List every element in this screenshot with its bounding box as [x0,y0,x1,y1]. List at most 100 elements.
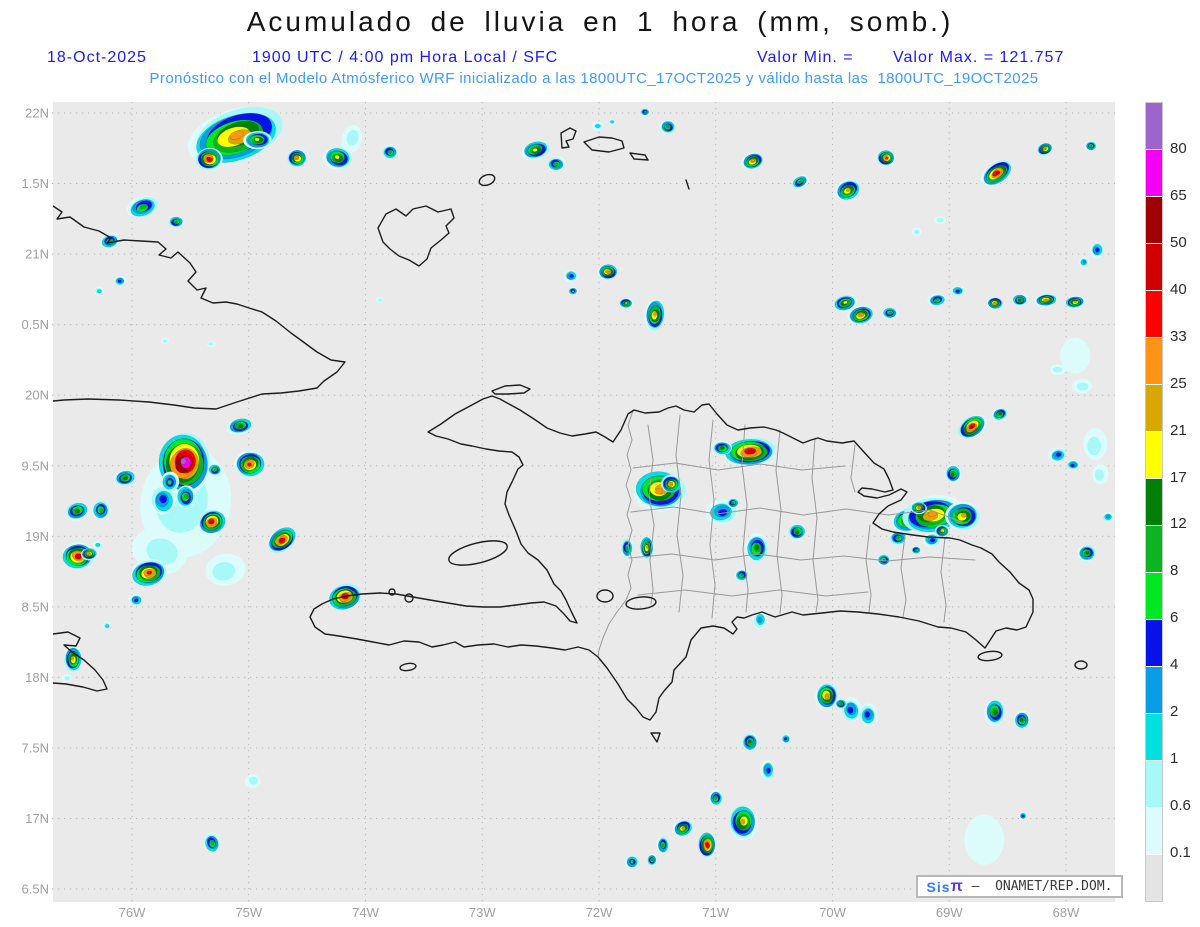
colorbar-tick-label: 6 [1170,609,1179,627]
rain-cell [847,305,874,325]
rain-contour [681,826,686,830]
rain-contour [754,544,760,551]
rain-contour [569,274,574,278]
rain-cell [234,450,265,477]
valid-time: 1900 UTC / 4:00 pm Hora Local / SFC [252,49,559,66]
rain-cell [1102,511,1115,522]
lat-tick-label: 7.5N [22,740,49,755]
rain-cell [597,264,618,281]
rain-cell [792,175,810,189]
rain-contour [654,488,663,495]
province-line [675,414,684,613]
rain-contour [210,840,215,846]
colorbar-tick-label: 1 [1170,750,1179,768]
rain-contour [846,188,851,193]
rain-contour [751,159,755,163]
rain-cell [61,674,72,683]
province-line [900,534,907,618]
rain-contour [859,312,864,317]
rain-cell [267,527,297,554]
rain-cell [375,296,384,303]
rain-cell [161,471,180,492]
colorbar-segment [1146,432,1162,479]
lon-tick-label: 72W [586,905,613,920]
rain-contour [960,512,967,518]
cayemites-island [388,588,396,596]
rain-cell [1065,295,1086,308]
rain-cell [1018,812,1027,821]
rain-cell [1079,256,1090,267]
rain-contour [740,573,745,577]
rain-cell [621,538,634,559]
rain-contour [993,710,998,716]
rain-contour [1094,469,1105,481]
rain-cell [197,509,226,535]
rain-cell [323,147,352,170]
rain-contour [139,204,147,210]
rain-contour [146,570,152,575]
rain-contour [209,520,214,525]
rain-cell [815,683,838,710]
rain-contour [740,818,746,825]
province-line [940,537,947,623]
lat-tick-label: 0.5N [22,317,49,332]
rain-cell [1071,378,1092,393]
rain-cell [1089,242,1104,259]
rain-contour [705,842,708,847]
rain-contour [173,220,178,224]
rain-cell [876,554,891,567]
rain-contour [162,339,168,343]
rain-cell [712,440,733,455]
rain-contour [913,229,920,235]
axis-labels-layer: 22N 1.5N 21N 0.5N 20N 9.5N 19N 8.5N 18N 7.5N 17N 6.… [22,106,1081,921]
colorbar-segment [1146,150,1162,197]
rain-contour [334,154,340,160]
colorbar-tick-label: 8 [1170,562,1179,580]
colorbar-tick-label: 80 [1170,139,1187,157]
rain-contour [839,702,843,706]
rain-cell [176,485,197,510]
rain-contour [1082,259,1087,264]
rain-cell [672,819,693,837]
rain-cell [195,147,223,171]
rain-cell [1066,460,1081,471]
colorbar-tick-label: 4 [1170,656,1179,674]
rain-contour [950,472,955,477]
rain-cell [1050,364,1067,375]
rain-contour [936,217,944,223]
rain-cell [912,227,923,236]
rain-contour [1073,300,1078,303]
rain-contour [895,535,900,540]
rain-cell [113,470,136,487]
rain-contour [206,156,211,161]
rain-cell [1084,141,1097,152]
lat-tick-label: 9.5N [22,458,49,473]
rain-contour [70,656,75,661]
rain-cell [341,125,363,153]
rain-cell [708,789,723,806]
cuba-coastline [53,205,346,410]
rain-contour [766,767,771,774]
rain-contour [75,509,81,514]
rain-contour [643,110,647,114]
rain-cell [877,150,896,167]
rain-cell [287,148,308,167]
rain-contour [720,446,725,450]
colorbar-segment [1146,761,1162,808]
rain-contour [571,290,575,293]
colorbar-tick-label: 0.1 [1170,844,1191,862]
rain-cell [128,593,143,606]
rain-cell [92,500,111,521]
rain-contour [212,562,236,581]
rain-contour [843,300,848,305]
rain-cell [753,611,768,630]
colorbar-tick-label: 21 [1170,421,1187,439]
rain-contour [998,412,1002,416]
rain-contour [88,553,91,556]
rain-cell [382,144,399,159]
colorbar-tick-label: 40 [1170,280,1187,298]
turks-caicos-islands [560,127,690,190]
province-line [647,424,655,605]
colorbar-segment [1146,479,1162,526]
rain-cell [933,216,946,225]
